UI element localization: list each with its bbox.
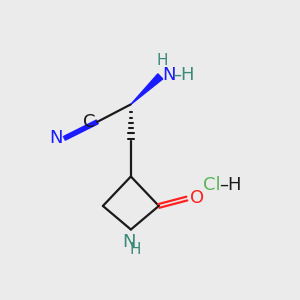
Text: O: O xyxy=(190,189,205,207)
Text: N: N xyxy=(123,233,136,251)
Text: C: C xyxy=(83,113,95,131)
Text: –H: –H xyxy=(219,176,242,194)
Text: H: H xyxy=(130,242,141,257)
Polygon shape xyxy=(131,74,163,104)
Text: –H: –H xyxy=(172,66,195,84)
Text: N: N xyxy=(162,66,175,84)
Text: H: H xyxy=(156,53,167,68)
Text: Cl: Cl xyxy=(203,176,220,194)
Text: N: N xyxy=(50,129,63,147)
